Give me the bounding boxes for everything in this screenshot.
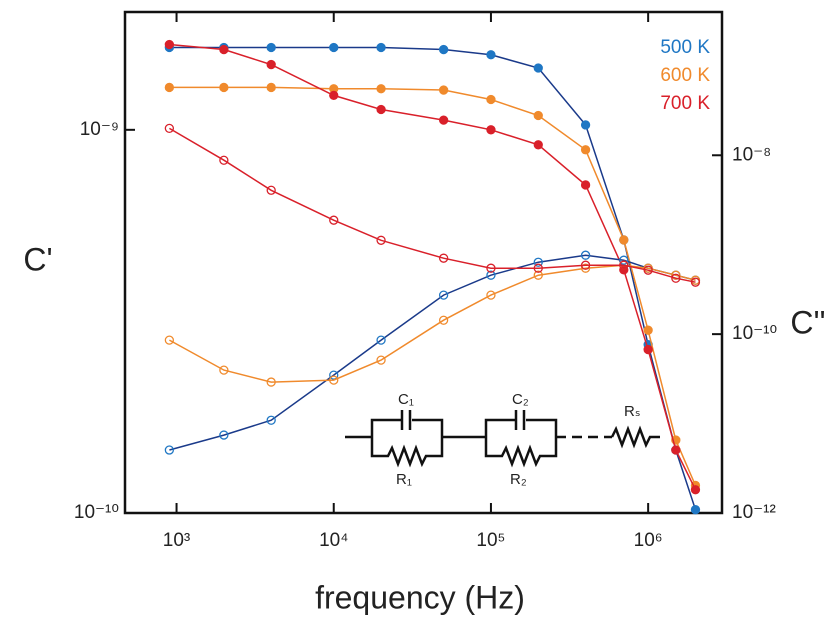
data-point: [329, 370, 339, 380]
data-point: [329, 42, 339, 53]
fit-line: [169, 264, 696, 383]
data-point: [486, 94, 496, 105]
y2-axis-label: C'': [790, 304, 825, 340]
circuit-label: R₁: [396, 471, 412, 488]
data-point: [219, 82, 229, 93]
data-point: [643, 344, 653, 355]
data-point: [438, 253, 449, 263]
data-point: [619, 255, 629, 265]
legend-label: 700 K: [660, 93, 710, 114]
data-point: [164, 39, 175, 50]
data-point: [643, 265, 653, 275]
data-point: [438, 290, 449, 300]
data-point: [486, 125, 496, 135]
x-tick-label: 10⁴: [319, 530, 348, 551]
data-point: [619, 260, 629, 270]
y-tick-label: 10⁻⁹: [80, 119, 119, 140]
x-tick-label: 10³: [163, 530, 190, 551]
fit-line: [169, 86, 697, 486]
x-axis-label: frequency (Hz): [315, 579, 525, 615]
data-point: [533, 257, 543, 267]
data-point: [266, 377, 276, 387]
data-point: [329, 375, 339, 385]
data-point: [266, 185, 276, 195]
y2-tick-label: 10⁻¹²: [732, 502, 776, 523]
data-point: [219, 430, 229, 440]
data-point: [164, 123, 175, 134]
data-point: [533, 140, 543, 150]
data-point: [376, 335, 386, 345]
data-point: [266, 82, 276, 93]
y-tick-label: 10⁻¹⁰: [74, 502, 119, 523]
x-tick-label: 10⁶: [634, 530, 663, 551]
circuit-label: Rₛ: [624, 403, 640, 420]
data-point: [690, 277, 701, 287]
data-point: [376, 104, 386, 115]
circuit-label: R₂: [510, 471, 527, 488]
data-point: [438, 115, 449, 125]
data-point: [164, 82, 175, 93]
data-point: [533, 263, 543, 273]
data-point: [580, 260, 591, 270]
y2-tick-label: 10⁻¹⁰: [732, 323, 777, 344]
circuit: [345, 410, 660, 468]
data-point: [219, 155, 229, 165]
data-point: [329, 215, 339, 225]
y2-tick-label: 10⁻⁸: [732, 144, 771, 165]
data-point: [266, 59, 276, 70]
fit-line: [169, 43, 697, 491]
data-point: [671, 445, 681, 455]
data-point: [690, 485, 701, 495]
legend-label: 600 K: [660, 65, 710, 86]
data-point: [486, 270, 496, 280]
data-point: [580, 180, 591, 190]
data-point: [580, 250, 591, 260]
data-point: [533, 63, 543, 73]
fit-line: [169, 127, 696, 283]
data-point: [533, 270, 543, 280]
data-point: [376, 84, 386, 94]
data-point: [376, 235, 386, 245]
data-point: [580, 120, 591, 130]
x-tick-label: 10⁵: [476, 530, 505, 551]
data-point: [438, 44, 449, 55]
data-point: [329, 90, 339, 101]
data-point: [643, 325, 653, 335]
data-point: [486, 263, 496, 273]
data-point: [671, 273, 681, 283]
data-point: [486, 290, 496, 300]
circuit-label: C₁: [398, 391, 414, 408]
data-point: [619, 235, 629, 245]
y-axis-label: C': [23, 241, 52, 277]
data-point: [438, 85, 449, 95]
data-point: [580, 263, 591, 273]
data-point: [671, 270, 681, 280]
data-point: [219, 365, 229, 375]
data-point: [266, 415, 276, 425]
data-point: [580, 145, 591, 155]
circuit-label: C₂: [512, 391, 529, 408]
data-point: [219, 44, 229, 55]
legend-label: 500 K: [660, 37, 710, 58]
data-point: [438, 315, 449, 325]
data-point: [486, 50, 496, 60]
data-point: [164, 445, 175, 455]
data-point: [376, 42, 386, 53]
data-point: [164, 335, 175, 345]
plot-frame: [123, 10, 724, 515]
data-point: [533, 110, 543, 121]
data-point: [690, 505, 701, 515]
data-point: [266, 42, 276, 53]
fit-line: [169, 46, 697, 510]
data-point: [376, 355, 386, 365]
